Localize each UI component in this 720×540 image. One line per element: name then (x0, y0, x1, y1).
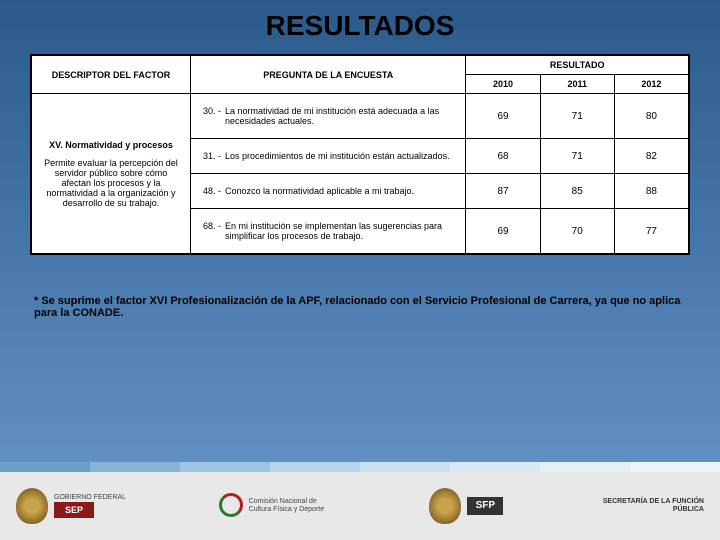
question-cell: 68. -En mi institución se implementan la… (190, 209, 466, 254)
value-2012: 88 (614, 174, 688, 209)
footer: GOBIERNO FEDERAL SEP Comisión Nacional d… (0, 462, 720, 540)
shield-icon (429, 488, 461, 524)
value-2010: 68 (466, 139, 540, 174)
header-2010: 2010 (466, 75, 540, 94)
header-result: RESULTADO (466, 56, 689, 75)
value-2011: 71 (540, 94, 614, 139)
question-num: 30. - (203, 106, 221, 126)
question-cell: 31. - Los procedimientos de mi institució… (190, 139, 466, 174)
color-stripe (0, 462, 720, 472)
descriptor-cell: XV. Normatividad y procesos Permite eval… (32, 94, 191, 254)
table-row: XV. Normatividad y procesos Permite eval… (32, 94, 689, 139)
conade-label: Comisión Nacional de Cultura Física y De… (249, 498, 339, 513)
header-descriptor: DESCRIPTOR DEL FACTOR (32, 56, 191, 94)
header-2012: 2012 (614, 75, 688, 94)
question-cell: 48. - Conozco la normatividad aplicable a… (190, 174, 466, 209)
question-text: Los procedimientos de mi institución est… (225, 151, 450, 161)
footnote: * Se suprime el factor XVI Profesionaliz… (30, 295, 690, 319)
secretaria-label: SECRETARÍA DE LA FUNCIÓN PÚBLICA (594, 498, 704, 513)
value-2011: 85 (540, 174, 614, 209)
question-num: 31. - (203, 151, 221, 161)
value-2012: 82 (614, 139, 688, 174)
descriptor-heading: XV. Normatividad y procesos (40, 140, 182, 150)
question-text: En mi institución se implementan las sug… (225, 221, 454, 241)
question-num: 48. - (203, 186, 221, 196)
logo-gobierno: GOBIERNO FEDERAL SEP (16, 488, 126, 524)
value-2012: 80 (614, 94, 688, 139)
runner-icon (217, 491, 243, 521)
logo-bar: GOBIERNO FEDERAL SEP Comisión Nacional d… (0, 472, 720, 540)
logo-secretaria: SECRETARÍA DE LA FUNCIÓN PÚBLICA (594, 498, 704, 513)
results-table: DESCRIPTOR DEL FACTOR PREGUNTA DE LA ENC… (30, 54, 690, 255)
question-text: La normatividad de mi institución está a… (225, 106, 454, 126)
question-text: Conozco la normatividad aplicable a mi t… (225, 186, 414, 196)
question-num: 68. - (203, 221, 221, 241)
logo-conade: Comisión Nacional de Cultura Física y De… (217, 491, 339, 521)
sep-label: SEP (54, 502, 94, 518)
shield-icon (16, 488, 48, 524)
gobierno-label: GOBIERNO FEDERAL (54, 494, 126, 502)
question-cell: 30. -La normatividad de mi institución e… (190, 94, 466, 139)
header-2011: 2011 (540, 75, 614, 94)
value-2011: 71 (540, 139, 614, 174)
header-question: PREGUNTA DE LA ENCUESTA (190, 56, 466, 94)
logo-sfp: SFP (429, 488, 503, 524)
value-2012: 77 (614, 209, 688, 254)
descriptor-body: Permite evaluar la percepción del servid… (44, 158, 178, 208)
value-2010: 87 (466, 174, 540, 209)
sfp-label: SFP (467, 497, 503, 515)
page-title: RESULTADOS (30, 10, 690, 42)
value-2010: 69 (466, 209, 540, 254)
value-2011: 70 (540, 209, 614, 254)
value-2010: 69 (466, 94, 540, 139)
